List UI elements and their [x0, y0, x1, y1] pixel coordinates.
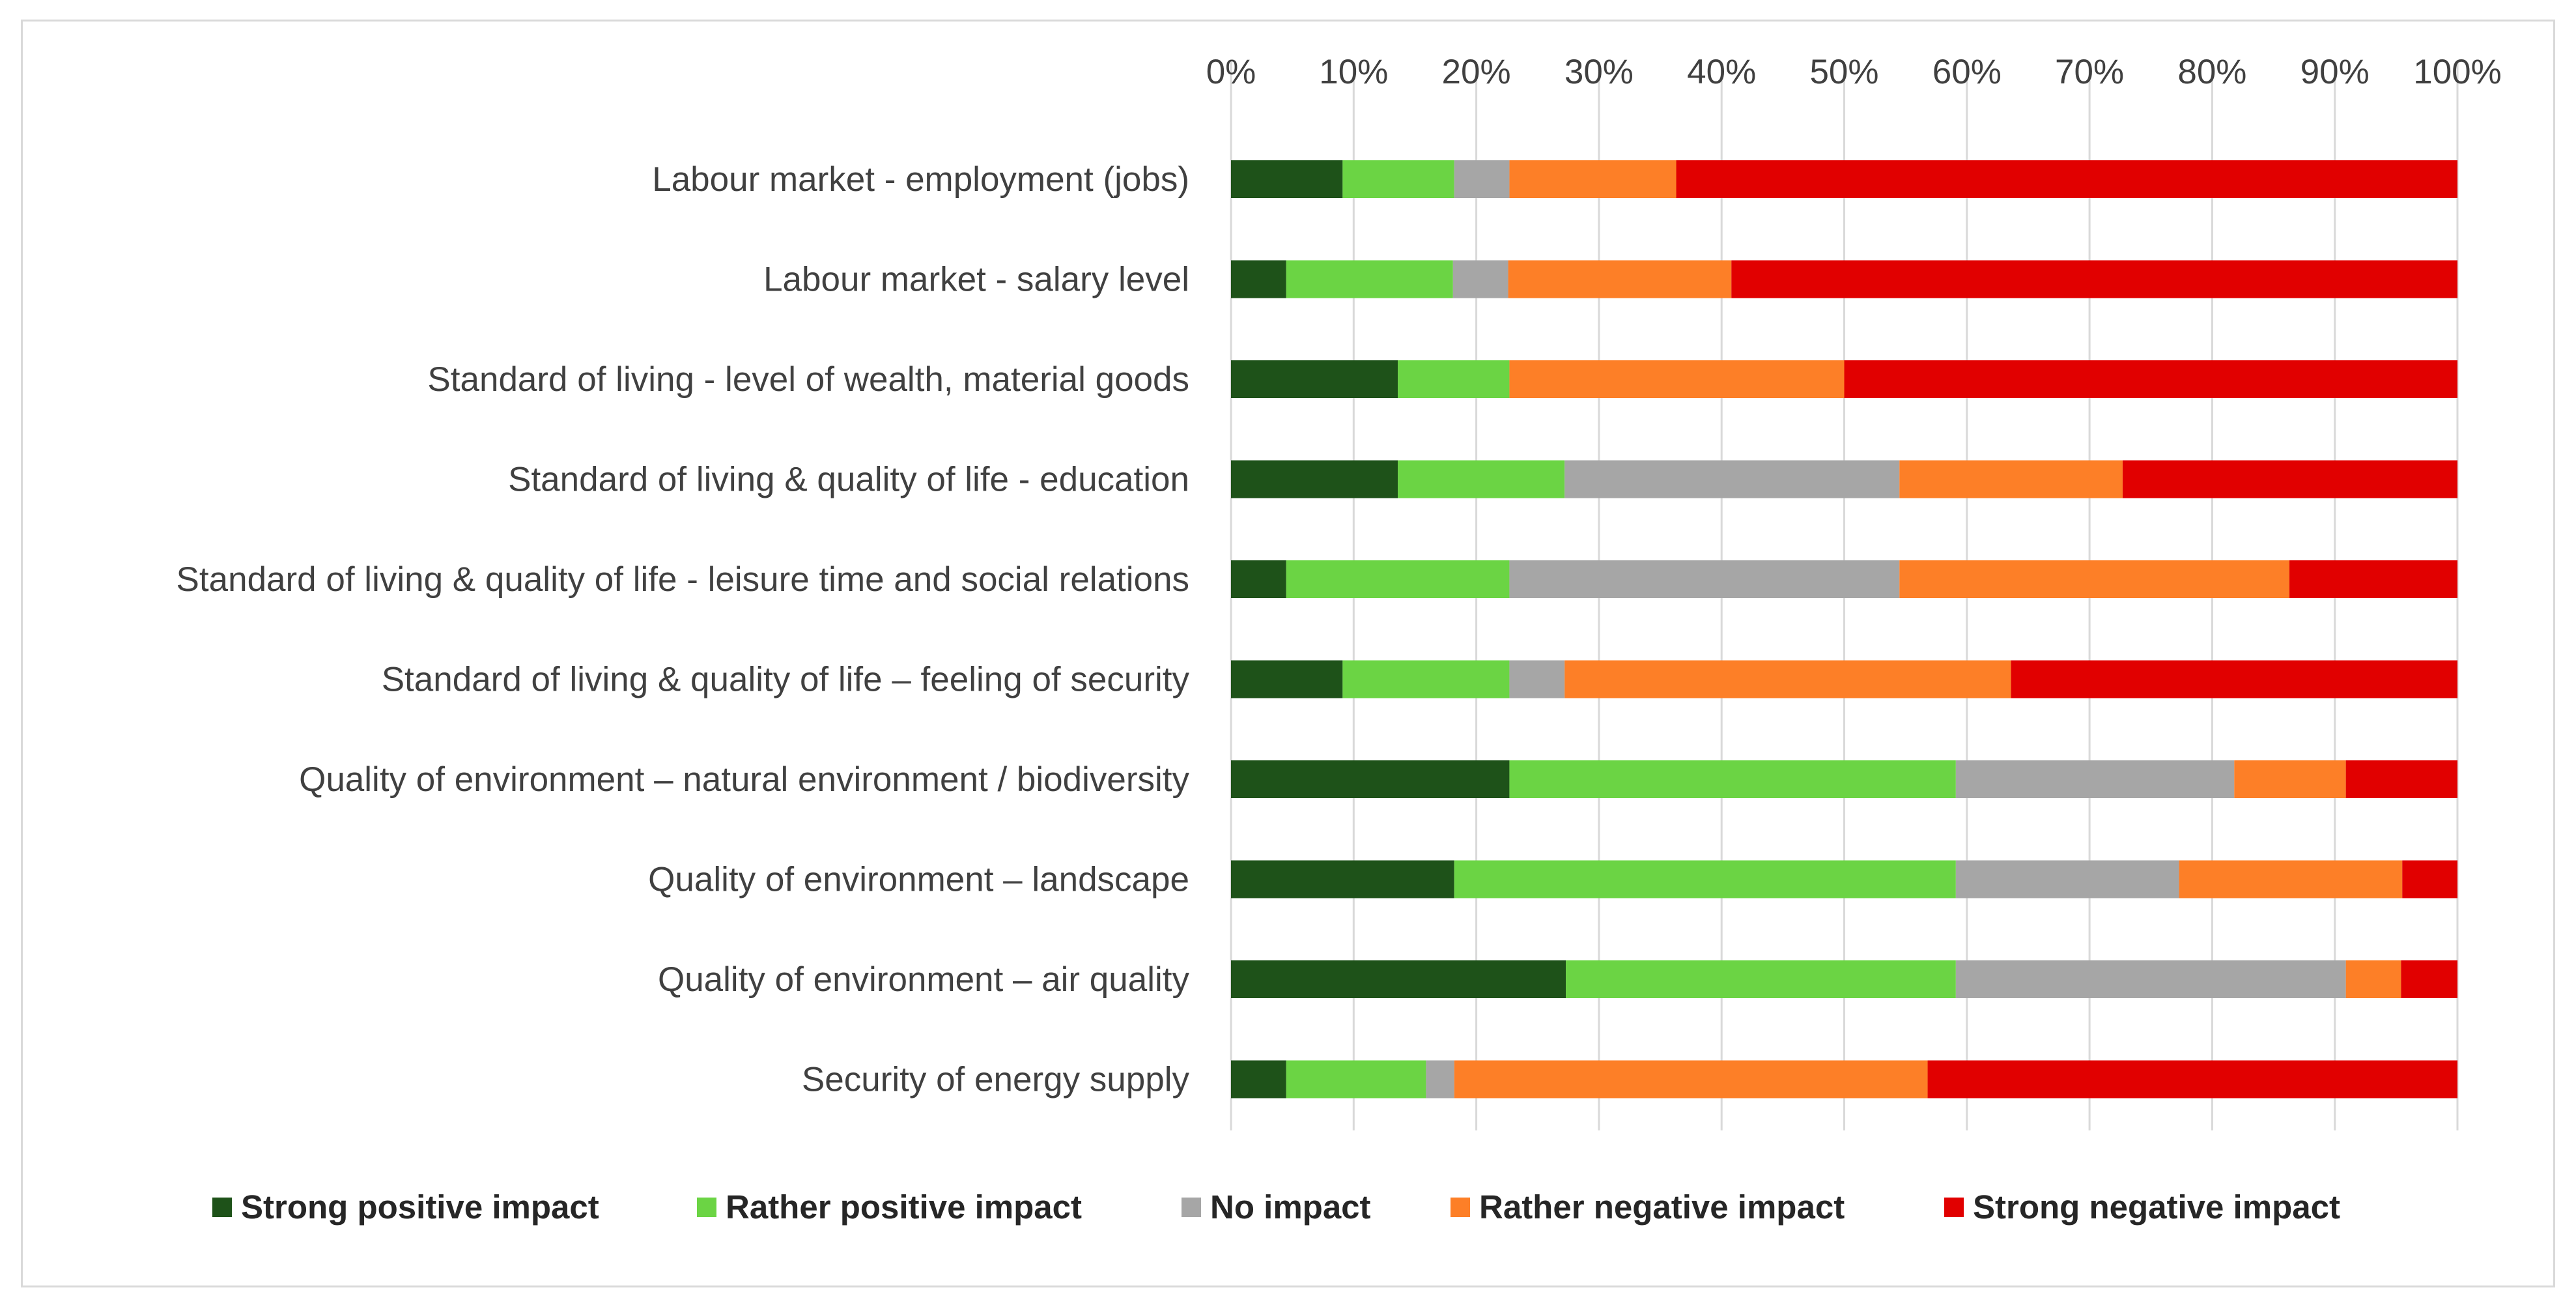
bars [1231, 160, 2457, 1099]
legend-swatch [1182, 1198, 1201, 1217]
bar-segment-no-impact [1955, 960, 2346, 998]
bar-segment-rather-negative-impact [2234, 760, 2346, 798]
bar-segment-rather-negative-impact [1454, 1060, 1928, 1099]
x-tick-label: 0% [1206, 53, 1256, 91]
bar-segment-rather-negative-impact [1899, 460, 2123, 498]
x-tick-label: 90% [2300, 53, 2370, 91]
bar-segment-rather-negative-impact [1899, 560, 2290, 598]
bar-segment-strong-negative-impact [1927, 1060, 2457, 1099]
legend-swatch [212, 1198, 232, 1217]
bar-segment-rather-negative-impact [2179, 860, 2403, 898]
bar-segment-rather-positive-impact [1398, 360, 1510, 398]
legend-swatch [697, 1198, 716, 1217]
category-label: Labour market - salary level [763, 261, 1189, 299]
legend-label: Strong negative impact [1973, 1188, 2340, 1226]
bar-segment-rather-positive-impact [1342, 160, 1454, 198]
legend-swatch [1451, 1198, 1470, 1217]
bar-segment-rather-negative-impact [1509, 160, 1677, 198]
bar-segment-strong-negative-impact [1676, 160, 2457, 198]
x-tick-label: 20% [1442, 53, 1511, 91]
legend-label: Rather positive impact [726, 1188, 1082, 1226]
bar-segment-no-impact [1509, 660, 1565, 698]
bar-segment-strong-positive-impact [1231, 760, 1510, 798]
category-label: Standard of living & quality of life - e… [508, 461, 1189, 499]
category-label: Standard of living - level of wealth, ma… [427, 360, 1189, 399]
bar-segment-strong-negative-impact [1731, 260, 2457, 298]
category-labels: Labour market - employment (jobs) Labour … [177, 160, 1190, 1099]
bar-segment-rather-negative-impact [1509, 360, 1845, 398]
bar-segment-rather-positive-impact [1454, 860, 1956, 898]
bar-segment-strong-negative-impact [2345, 760, 2457, 798]
legend-label: Strong positive impact [241, 1188, 599, 1226]
bar-segment-rather-positive-impact [1286, 1060, 1426, 1099]
bar-segment-no-impact [1955, 760, 2235, 798]
category-label: Security of energy supply [802, 1061, 1190, 1099]
bar-segment-strong-negative-impact [1844, 360, 2457, 398]
x-tick-label: 60% [1932, 53, 2002, 91]
bar-segment-strong-negative-impact [2122, 460, 2457, 498]
legend: Strong positive impact Rather positive im… [212, 1188, 2340, 1226]
category-label: Standard of living & quality of life - l… [177, 560, 1189, 599]
bar-segment-no-impact [1955, 860, 2179, 898]
legend-label: No impact [1210, 1188, 1371, 1226]
bar-segment-strong-positive-impact [1231, 460, 1398, 498]
bar-segment-rather-positive-impact [1342, 660, 1510, 698]
bar-segment-strong-negative-impact [2401, 960, 2457, 998]
x-tick-label: 80% [2177, 53, 2246, 91]
x-tick-label: 10% [1319, 53, 1388, 91]
x-tick-label: 30% [1564, 53, 1634, 91]
bar-segment-rather-positive-impact [1509, 760, 1956, 798]
bar-segment-no-impact [1452, 260, 1508, 298]
bar-segment-rather-positive-impact [1286, 260, 1453, 298]
bar-segment-strong-positive-impact [1231, 960, 1566, 998]
bar-segment-rather-positive-impact [1398, 460, 1565, 498]
bar-segment-rather-negative-impact [1508, 260, 1732, 298]
category-label: Labour market - employment (jobs) [652, 160, 1189, 199]
bar-segment-no-impact [1564, 460, 1900, 498]
x-axis-ticks: 0% 10% 20% 30% 40% 50% 60% 70% 80% 90% 100% [1206, 53, 2502, 91]
x-tick-label: 100% [2413, 53, 2502, 91]
category-label: Quality of environment – landscape [648, 861, 1189, 899]
legend-label: Rather negative impact [1479, 1188, 1845, 1226]
bar-segment-strong-positive-impact [1231, 860, 1454, 898]
x-tick-label: 50% [1809, 53, 1878, 91]
bar-segment-strong-negative-impact [2011, 660, 2457, 698]
category-label: Quality of environment – air quality [658, 960, 1190, 999]
bar-segment-strong-positive-impact [1231, 360, 1398, 398]
bar-segment-rather-positive-impact [1566, 960, 1956, 998]
bar-segment-strong-positive-impact [1231, 260, 1286, 298]
category-label: Standard of living & quality of life – f… [382, 661, 1190, 699]
bar-segment-strong-positive-impact [1231, 1060, 1286, 1099]
bar-segment-no-impact [1426, 1060, 1454, 1099]
category-label: Quality of environment – natural environ… [299, 760, 1189, 799]
bar-segment-rather-positive-impact [1286, 560, 1510, 598]
bar-segment-strong-positive-impact [1231, 560, 1286, 598]
bar-segment-rather-negative-impact [2345, 960, 2401, 998]
bar-segment-strong-negative-impact [2289, 560, 2457, 598]
bar-segment-no-impact [1509, 560, 1900, 598]
bar-segment-rather-negative-impact [1564, 660, 2011, 698]
x-tick-label: 70% [2055, 53, 2124, 91]
x-tick-label: 40% [1687, 53, 1756, 91]
bar-segment-strong-negative-impact [2402, 860, 2457, 898]
legend-swatch [1944, 1198, 1964, 1217]
bar-segment-strong-positive-impact [1231, 160, 1343, 198]
bar-segment-strong-positive-impact [1231, 660, 1343, 698]
bar-segment-no-impact [1454, 160, 1510, 198]
